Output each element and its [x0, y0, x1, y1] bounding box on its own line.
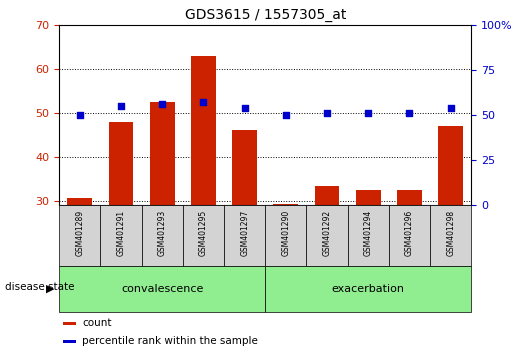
- Bar: [306, 205, 348, 266]
- Point: [76, 112, 84, 118]
- Point: [405, 110, 414, 116]
- Text: GSM401291: GSM401291: [116, 210, 126, 256]
- Text: disease state: disease state: [5, 282, 75, 292]
- Point: [447, 105, 455, 111]
- Text: convalescence: convalescence: [121, 284, 203, 293]
- Bar: [67, 198, 92, 205]
- Bar: [356, 190, 381, 205]
- Text: percentile rank within the sample: percentile rank within the sample: [82, 336, 258, 346]
- Bar: [59, 205, 100, 266]
- Bar: [232, 131, 257, 205]
- Point: [199, 99, 208, 105]
- Point: [117, 103, 125, 109]
- Text: GSM401295: GSM401295: [199, 210, 208, 256]
- Bar: [109, 122, 133, 205]
- Bar: [191, 56, 216, 205]
- Bar: [63, 322, 76, 325]
- Point: [241, 105, 249, 111]
- Bar: [63, 340, 76, 343]
- Bar: [224, 205, 265, 266]
- Text: count: count: [82, 318, 111, 329]
- Bar: [265, 266, 471, 312]
- Bar: [100, 205, 142, 266]
- Bar: [348, 205, 389, 266]
- Bar: [438, 126, 463, 205]
- Text: ▶: ▶: [45, 284, 54, 293]
- Bar: [142, 205, 183, 266]
- Bar: [265, 205, 306, 266]
- Bar: [315, 185, 339, 205]
- Bar: [183, 205, 224, 266]
- Text: GSM401293: GSM401293: [158, 210, 167, 256]
- Bar: [273, 204, 298, 205]
- Text: GSM401296: GSM401296: [405, 210, 414, 256]
- Point: [282, 112, 290, 118]
- Point: [158, 101, 166, 107]
- Bar: [59, 266, 265, 312]
- Text: GSM401298: GSM401298: [446, 210, 455, 256]
- Point: [323, 110, 331, 116]
- Bar: [397, 190, 422, 205]
- Title: GDS3615 / 1557305_at: GDS3615 / 1557305_at: [184, 8, 346, 22]
- Text: GSM401294: GSM401294: [364, 210, 373, 256]
- Bar: [150, 102, 175, 205]
- Text: GSM401290: GSM401290: [281, 210, 290, 256]
- Point: [364, 110, 372, 116]
- Bar: [430, 205, 471, 266]
- Text: GSM401292: GSM401292: [322, 210, 332, 256]
- Text: exacerbation: exacerbation: [332, 284, 405, 293]
- Text: GSM401289: GSM401289: [75, 210, 84, 256]
- Text: GSM401297: GSM401297: [240, 210, 249, 256]
- Bar: [389, 205, 430, 266]
